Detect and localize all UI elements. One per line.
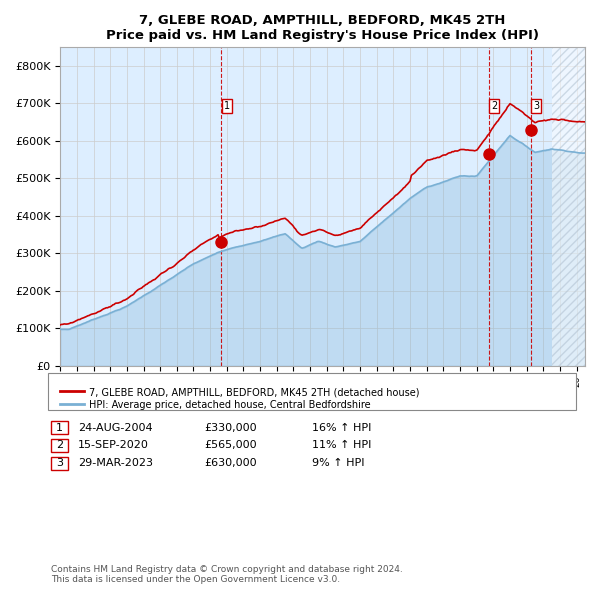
Text: 11% ↑ HPI: 11% ↑ HPI xyxy=(312,441,371,450)
Text: This data is licensed under the Open Government Licence v3.0.: This data is licensed under the Open Gov… xyxy=(51,575,340,584)
Text: 24-AUG-2004: 24-AUG-2004 xyxy=(78,423,152,432)
Text: £330,000: £330,000 xyxy=(204,423,257,432)
Text: HPI: Average price, detached house, Central Bedfordshire: HPI: Average price, detached house, Cent… xyxy=(89,400,370,409)
Text: 1: 1 xyxy=(56,423,63,432)
Text: £630,000: £630,000 xyxy=(204,458,257,468)
Text: 7, GLEBE ROAD, AMPTHILL, BEDFORD, MK45 2TH (detached house): 7, GLEBE ROAD, AMPTHILL, BEDFORD, MK45 2… xyxy=(89,388,419,397)
Text: 3: 3 xyxy=(56,458,63,468)
Text: 15-SEP-2020: 15-SEP-2020 xyxy=(78,441,149,450)
Text: 1: 1 xyxy=(223,101,230,112)
Text: Contains HM Land Registry data © Crown copyright and database right 2024.: Contains HM Land Registry data © Crown c… xyxy=(51,565,403,574)
Text: 2: 2 xyxy=(56,441,63,450)
Text: 16% ↑ HPI: 16% ↑ HPI xyxy=(312,423,371,432)
Text: 29-MAR-2023: 29-MAR-2023 xyxy=(78,458,153,468)
Text: 2: 2 xyxy=(491,101,497,112)
Text: 9% ↑ HPI: 9% ↑ HPI xyxy=(312,458,365,468)
Text: 3: 3 xyxy=(533,101,539,112)
Title: 7, GLEBE ROAD, AMPTHILL, BEDFORD, MK45 2TH
Price paid vs. HM Land Registry's Hou: 7, GLEBE ROAD, AMPTHILL, BEDFORD, MK45 2… xyxy=(106,14,539,42)
Text: £565,000: £565,000 xyxy=(204,441,257,450)
